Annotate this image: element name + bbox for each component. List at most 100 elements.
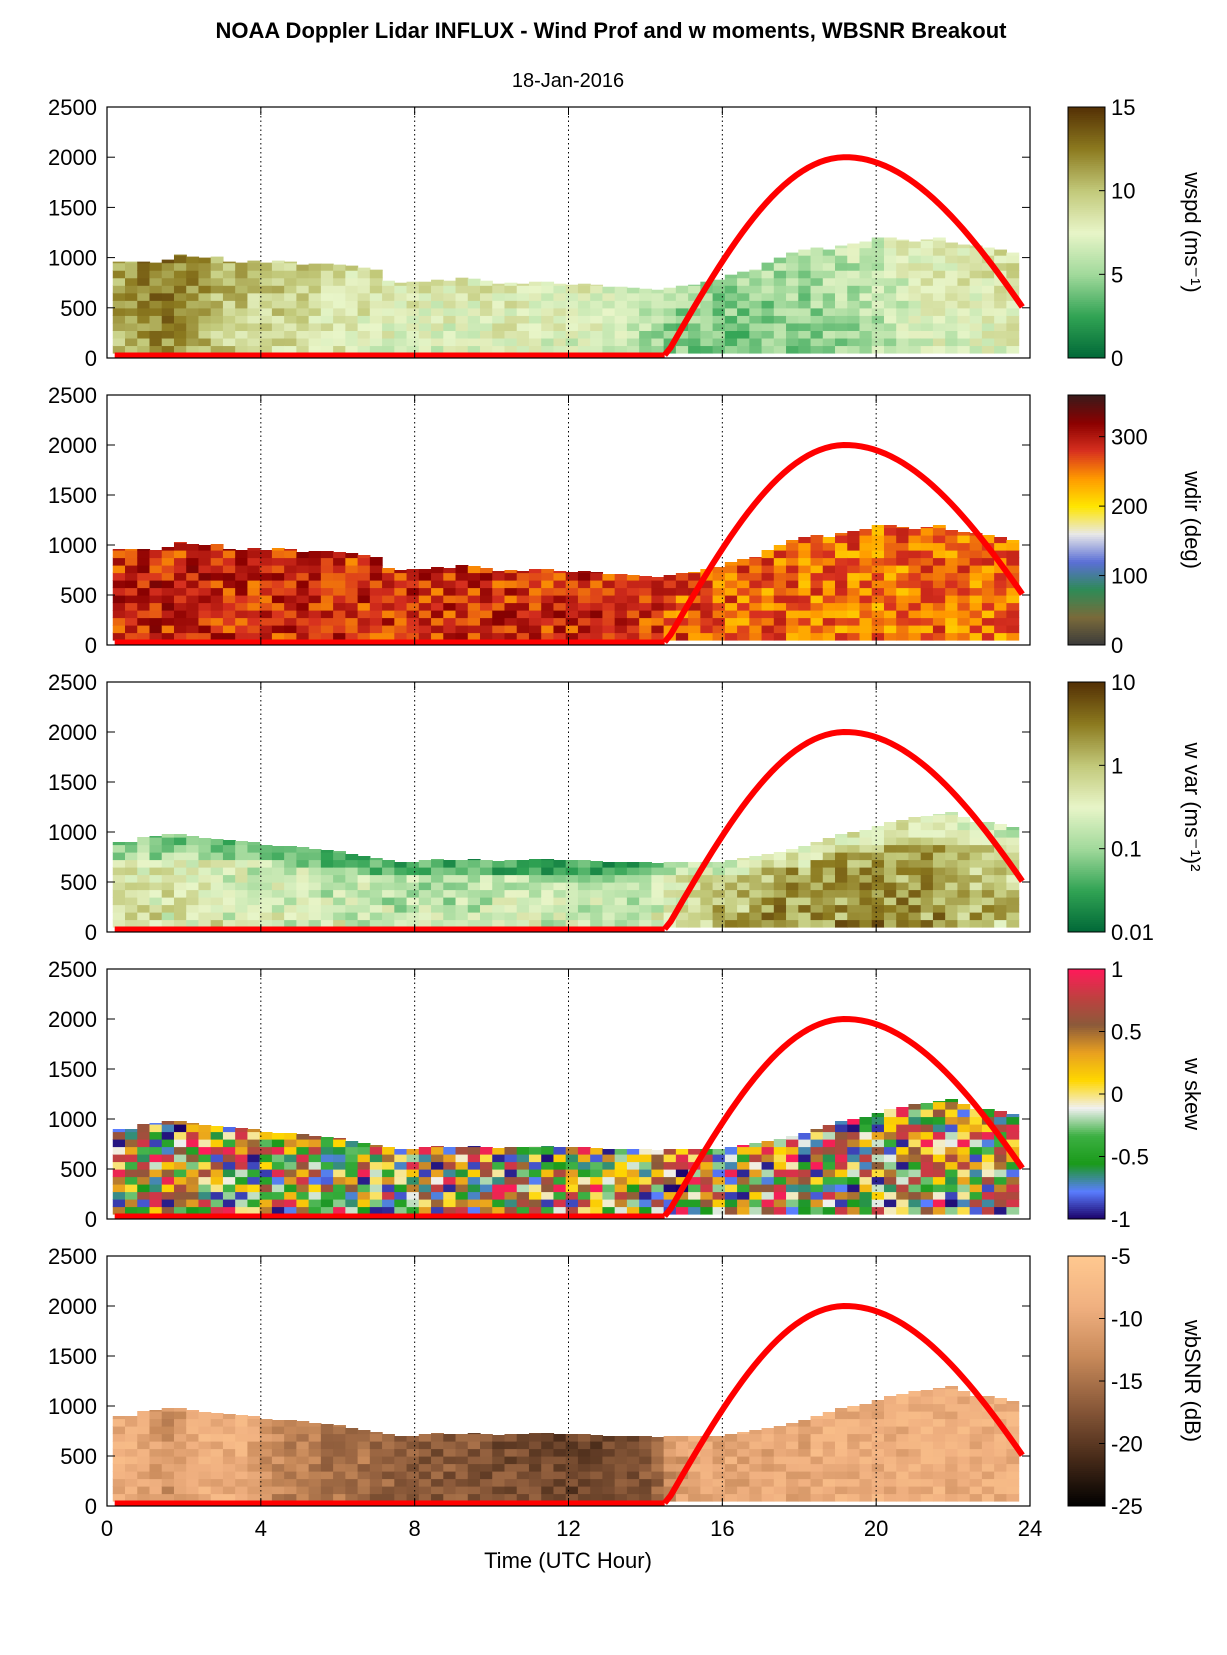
heatmap-cell [969,315,983,324]
heatmap-cell [382,307,395,316]
heatmap-cell [602,292,616,301]
heatmap-cell [431,1191,444,1200]
heatmap-cell [308,904,322,913]
heatmap-cell [553,617,567,626]
heatmap-cell [957,255,971,264]
heatmap-cell [798,1493,812,1502]
heatmap-cell [112,1441,126,1450]
heatmap-cell [688,292,701,301]
heatmap-cell [835,315,848,324]
heatmap-cell [112,262,126,271]
heatmap-cell [308,1191,322,1200]
heatmap-cell [859,307,873,316]
heatmap-cell [259,550,273,559]
heatmap-cell [626,300,640,309]
heatmap-cell [1006,617,1020,626]
heatmap-cell [994,1493,1007,1502]
heatmap-cell [455,292,469,301]
heatmap-cell [786,1154,799,1163]
heatmap-cell [308,1206,322,1215]
heatmap-cell [798,1420,812,1427]
heatmap-cell [749,602,763,611]
heatmap-cell [626,315,640,324]
heatmap-cell [394,1199,408,1208]
heatmap-cell [945,859,959,868]
heatmap-cell [198,270,212,279]
heatmap-cell [345,1154,359,1163]
heatmap-cell [957,1109,971,1118]
heatmap-cell [333,1184,346,1193]
heatmap-cell [835,1139,848,1148]
colorbar-swatch [1068,117,1105,121]
heatmap-cell [516,1154,530,1163]
heatmap-cell [186,867,200,876]
heatmap-cell [394,1436,408,1442]
heatmap-cell [590,1493,604,1502]
heatmap-cell [847,270,861,279]
heatmap-cell [614,1149,628,1155]
heatmap-cell [235,897,249,906]
heatmap-cell [908,277,922,286]
heatmap-cell [357,307,371,316]
colorbar-label: w skew [1180,1057,1205,1130]
colorbar-swatch [1068,1158,1105,1162]
heatmap-cell [173,1191,187,1200]
heatmap-cell [259,1441,273,1450]
heatmap-cell [222,1463,236,1472]
heatmap-cell [786,542,799,551]
heatmap-cell [737,617,750,626]
heatmap-cell [247,1191,261,1200]
heatmap-cell [883,822,897,831]
heatmap-cell [467,322,481,331]
heatmap-cell [161,912,175,921]
heatmap-cell [969,897,983,906]
heatmap-cell [516,1448,530,1457]
heatmap-cell [271,1433,285,1442]
heatmap-cell [247,1441,261,1450]
heatmap-cell [247,587,261,596]
colorbar-swatch [1068,401,1105,404]
heatmap-cell [835,292,848,301]
colorbar-swatch [1068,459,1105,463]
heatmap-cell [798,1191,812,1200]
heatmap-cell [161,259,175,264]
heatmap-cell [516,617,530,626]
heatmap-cell [932,565,946,574]
heatmap-cell [333,904,346,913]
heatmap-cell [516,283,530,286]
heatmap-cell [786,904,799,913]
heatmap-cell [651,1150,665,1155]
heatmap-cell [871,1191,885,1200]
heatmap-cell [749,882,763,891]
heatmap-cell [688,912,701,921]
colorbar-swatch [1068,572,1105,575]
colorbar-swatch [1068,238,1105,242]
colorbar-swatch [1068,107,1105,110]
heatmap-cell [455,904,469,913]
colorbar-swatch [1068,696,1105,700]
heatmap-cell [896,1396,910,1405]
heatmap-cell [516,292,530,301]
heatmap-cell [822,292,836,301]
heatmap-cell [271,897,285,906]
heatmap-cell [345,337,359,347]
heatmap-cell [173,1418,187,1427]
heatmap-cell [394,1471,408,1480]
heatmap-cell [577,1441,591,1450]
colorbar-swatch [1068,607,1105,611]
heatmap-cell [847,852,861,861]
heatmap-cell [271,1184,285,1193]
heatmap-cell [969,322,983,331]
heatmap-cell [932,1463,946,1472]
heatmap-cell [920,919,934,928]
heatmap-cell [920,1448,934,1457]
colorbar-swatch [1068,455,1105,458]
heatmap-cell [773,1161,787,1170]
heatmap-cell [822,322,836,331]
colorbar-swatch [1068,578,1105,581]
heatmap-cell [541,1184,555,1193]
colorbar-swatch [1068,800,1105,804]
heatmap-cell [431,602,444,611]
heatmap-cell [749,912,763,921]
colorbar-swatch [1068,355,1105,359]
